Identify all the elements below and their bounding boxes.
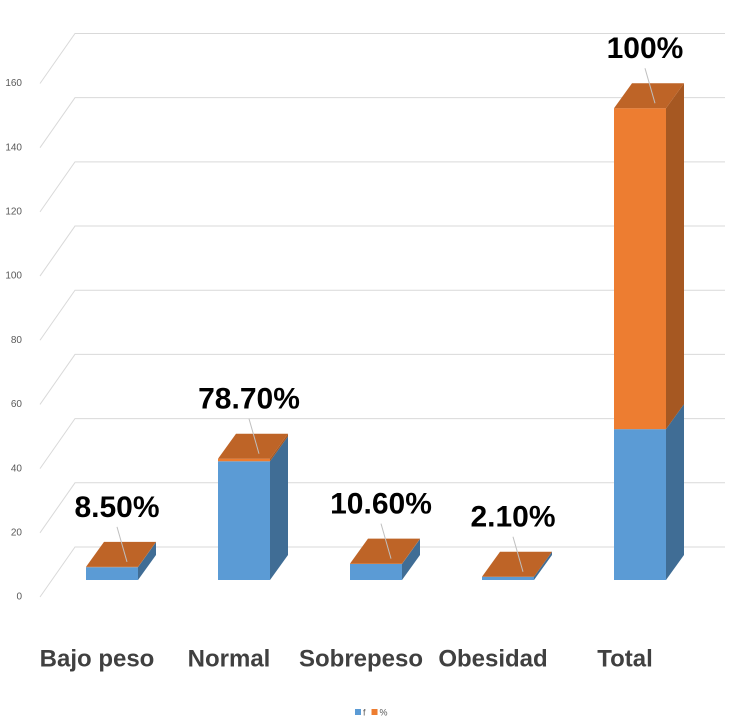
bar-front: [614, 429, 666, 580]
bar-segment: [614, 404, 684, 580]
bar-top: [218, 433, 288, 459]
bar-segment: [482, 551, 552, 580]
bar-side: [534, 551, 552, 580]
grid-line: [39, 482, 725, 534]
grid-line: [39, 97, 725, 148]
bar-front: [614, 108, 666, 430]
grid-line: [39, 289, 725, 341]
leader-line: [248, 418, 260, 454]
data-label: 10.60%: [330, 488, 432, 521]
bar-top: [614, 83, 684, 109]
bar-segment: [86, 541, 156, 568]
grid-line: [39, 418, 725, 469]
bar-front: [350, 563, 402, 580]
bar-side: [270, 436, 288, 580]
data-label: 100%: [607, 32, 684, 65]
data-label: 78.70%: [198, 383, 300, 416]
bar-segment: [482, 551, 552, 577]
legend-swatch: [371, 709, 378, 715]
x-tick-label: Sobrepeso: [299, 645, 423, 672]
legend-label: f: [363, 707, 366, 717]
y-tick-label: 40: [11, 463, 23, 474]
bar-top: [86, 541, 156, 567]
data-label: 8.50%: [74, 491, 159, 524]
bar-top: [350, 538, 420, 564]
bar-side: [402, 538, 420, 564]
bar-side: [534, 551, 552, 577]
y-tick-label: 20: [11, 527, 23, 538]
x-tick-label: Total: [597, 645, 653, 672]
y-tick-label: 120: [5, 207, 22, 218]
grid-line: [39, 546, 725, 598]
bar-segment: [614, 83, 684, 430]
y-tick-label: 0: [16, 592, 22, 603]
bar-front: [218, 458, 270, 462]
y-tick-label: 80: [11, 335, 23, 346]
x-tick-label: Normal: [188, 645, 271, 672]
y-tick-label: 140: [5, 142, 22, 153]
bar-side: [138, 541, 156, 568]
legend-swatch: [355, 709, 361, 715]
bar-side: [138, 542, 156, 580]
leader-line: [644, 68, 656, 104]
bar-side: [270, 433, 288, 462]
grid-line: [39, 32, 725, 84]
bar-side: [666, 404, 684, 580]
legend-label: %: [380, 707, 388, 717]
bar-side: [402, 538, 420, 580]
grid-line: [39, 161, 725, 213]
y-tick-label: 160: [5, 78, 22, 89]
y-tick-label: 100: [5, 271, 22, 282]
bar-side: [666, 83, 684, 430]
bar-front: [86, 567, 138, 580]
grid-line: [39, 353, 725, 405]
data-label: 2.10%: [470, 501, 555, 534]
grid-line: [39, 225, 725, 277]
y-tick-label: 60: [11, 399, 23, 410]
x-tick-label: Obesidad: [438, 645, 547, 672]
bar-segment: [86, 542, 156, 580]
leader-line: [512, 536, 524, 572]
bar-top: [482, 551, 552, 577]
x-tick-label: Bajo peso: [40, 645, 155, 672]
leader-line: [116, 526, 128, 563]
bar-front: [218, 461, 270, 580]
bar-segment: [350, 538, 420, 564]
bar-segment: [350, 538, 420, 580]
bar-front: [482, 576, 534, 580]
leader-line: [380, 523, 392, 559]
bar-segment: [218, 433, 288, 462]
bar-segment: [218, 436, 288, 580]
